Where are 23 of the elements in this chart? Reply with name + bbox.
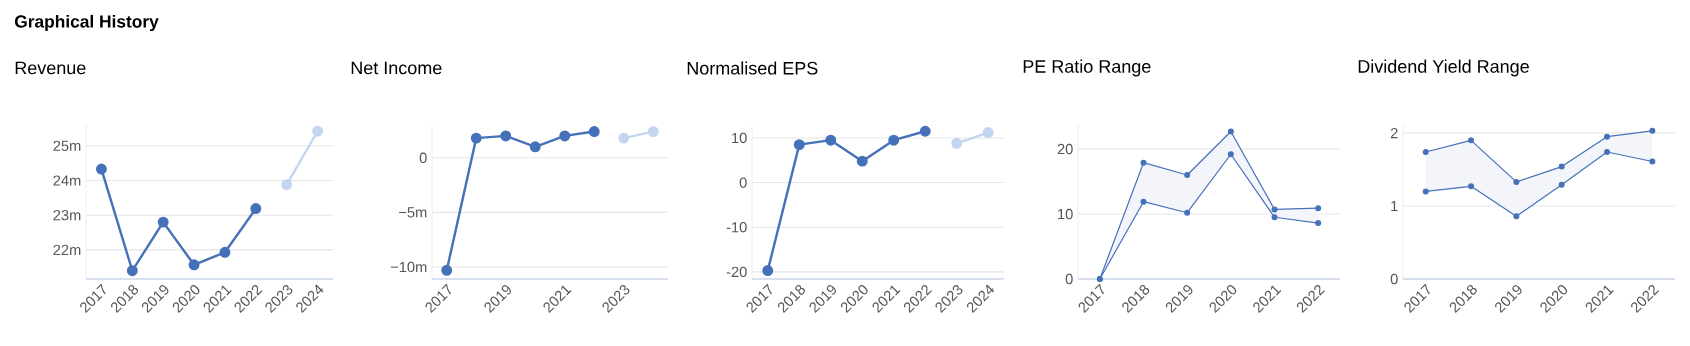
chart-title: PE Ratio Range	[1023, 59, 1151, 77]
y-tick-label: 10	[1058, 208, 1073, 220]
y-tick-label: 0	[1065, 273, 1073, 285]
y-tick-label: 0	[739, 177, 747, 188]
y-tick-label: -20	[726, 266, 747, 278]
y-tick-label: -10	[726, 222, 747, 233]
y-tick-label: −10m	[390, 261, 427, 273]
y-tick-label: 25m	[53, 140, 81, 151]
y-tick-label: 22m	[53, 244, 81, 255]
y-tick-label: 10	[732, 132, 747, 144]
y-tick-label: 2	[1390, 127, 1398, 139]
chart-title: Normalised EPS	[687, 61, 818, 75]
y-tick-label: 0	[419, 152, 427, 163]
y-tick-label: 24m	[53, 175, 81, 186]
y-tick-label: 1	[1391, 200, 1398, 212]
y-tick-label: 20	[1057, 143, 1073, 155]
y-tick-label: −5m	[399, 207, 427, 218]
chart-title: Dividend Yield Range	[1358, 59, 1529, 77]
chart-title: Revenue	[15, 61, 86, 75]
chart-title: Net Income	[351, 61, 442, 75]
y-tick-label: 23m	[53, 210, 81, 221]
y-tick-label: 0	[1390, 273, 1398, 285]
text: Graphical History	[14, 14, 159, 32]
